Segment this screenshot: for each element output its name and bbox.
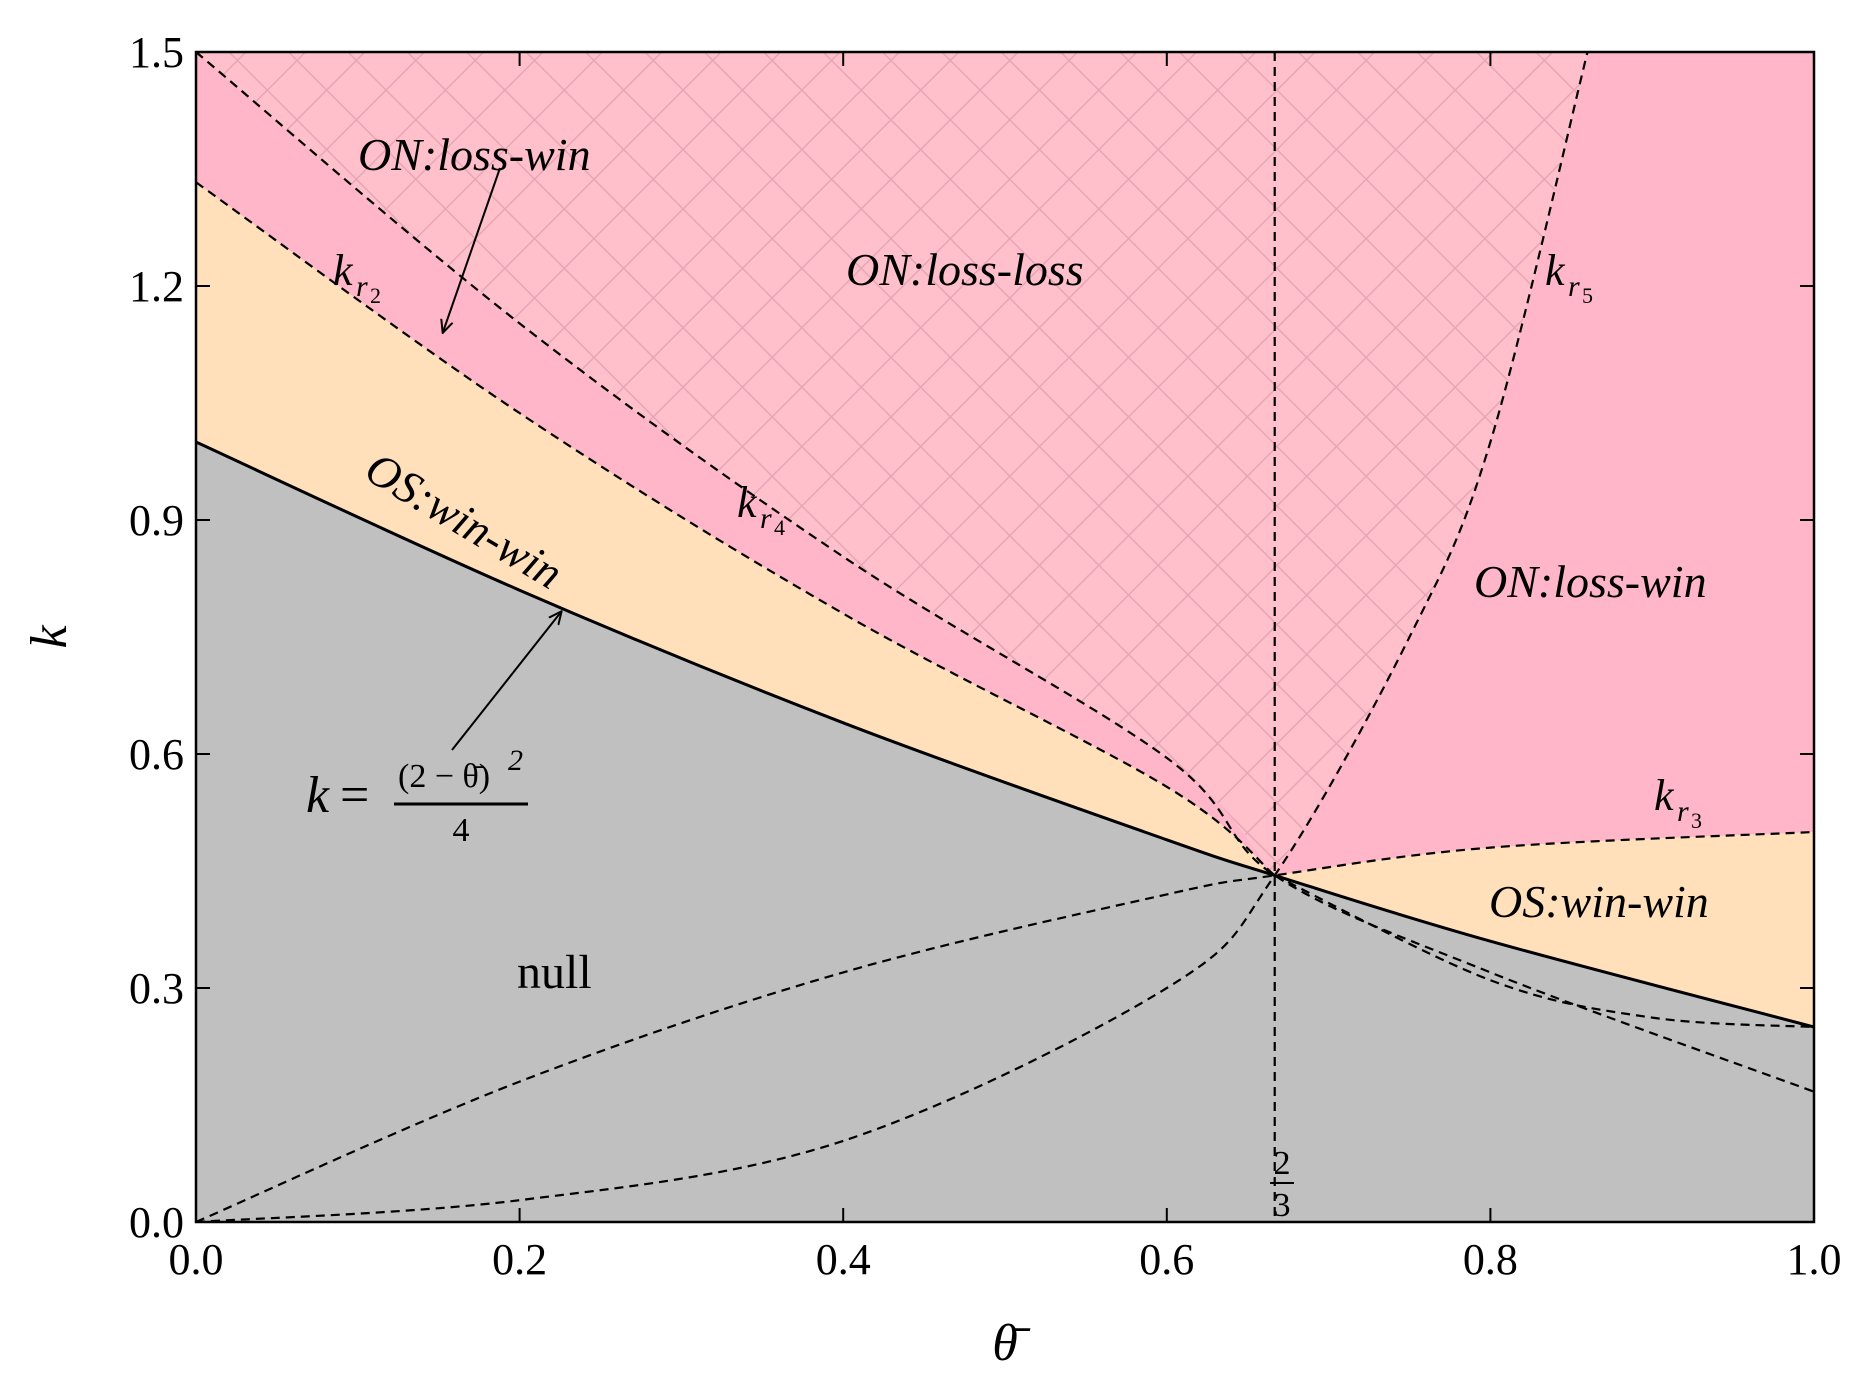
svg-text:r: r (760, 502, 772, 535)
arrow-boundary-formula (451, 612, 561, 751)
curve-k-lower (1274, 874, 1814, 1029)
region-on-loss-win-right (1274, 52, 1814, 876)
svg-text:3: 3 (1691, 808, 1702, 833)
y-axis-title: k (21, 625, 78, 649)
label-k-r5: k r 5 (1545, 246, 1593, 308)
svg-text:5: 5 (1582, 283, 1593, 308)
svg-text:k: k (333, 246, 354, 295)
label-null: null (517, 946, 592, 999)
arrow-on-loss-win (443, 167, 501, 332)
region-os-win-win-right (1274, 832, 1814, 1027)
curves-group (196, 52, 1814, 1222)
svg-text:3: 3 (1274, 1187, 1291, 1224)
x-tick-label: 0.4 (816, 1235, 871, 1284)
boundary-formula: k = (2 − θ̄) 2 4 (306, 744, 528, 849)
svg-text:2: 2 (370, 283, 381, 308)
label-k-r3: k r 3 (1654, 771, 1702, 833)
svg-text:2: 2 (508, 744, 523, 777)
region-null (196, 442, 1814, 1222)
label-on-loss-win-right: ON:loss-win (1474, 556, 1707, 607)
svg-text:r: r (1677, 795, 1689, 828)
label-on-loss-loss: ON:loss-loss (846, 244, 1084, 295)
curve-k-b (196, 440, 1814, 1029)
curve-k-r5 (196, 52, 1589, 1222)
svg-text:4: 4 (453, 812, 470, 849)
svg-text:2: 2 (1274, 1145, 1291, 1182)
y-tick-label: 1.5 (129, 28, 184, 77)
curve-k-r2 (196, 181, 1276, 877)
svg-text:r: r (356, 270, 368, 303)
svg-text:r: r (1568, 270, 1580, 303)
y-tick-label: 0.6 (129, 730, 184, 779)
region-on-loss-loss-hatch (196, 52, 1588, 876)
x-tick-label: 0.8 (1463, 1235, 1518, 1284)
svg-text:k: k (737, 478, 758, 527)
svg-text:k: k (1654, 771, 1675, 820)
label-k-r2: k r 2 (333, 246, 381, 308)
region-os-win-win-left (196, 182, 1275, 876)
x-axis-title: θ̄ (992, 1315, 1031, 1372)
y-tick-label: 1.2 (129, 262, 184, 311)
y-tick-labels: 0.0 0.3 0.6 0.9 1.2 1.5 (129, 28, 184, 1247)
svg-text:=: = (340, 767, 369, 824)
region-on-loss-win-left (196, 52, 1275, 876)
x-tick-label: 0.0 (169, 1235, 224, 1284)
svg-text:k: k (1545, 246, 1566, 295)
label-os-win-win-right: OS:win-win (1489, 876, 1709, 927)
plot-frame (194, 50, 1816, 1224)
svg-text:k: k (306, 767, 330, 824)
y-tick-label: 0.9 (129, 496, 184, 545)
label-on-loss-win-left: ON:loss-win (358, 129, 591, 180)
x-tick-label: 0.6 (1139, 1235, 1194, 1284)
y-tick-label: 0.0 (129, 1198, 184, 1247)
label-k-r4: k r 4 (737, 478, 785, 540)
x-tick-label: 1.0 (1787, 1235, 1842, 1284)
svg-text:(2 − θ̄): (2 − θ̄) (398, 758, 490, 795)
x-tick-labels: 0.0 0.2 0.4 0.6 0.8 1.0 (169, 1235, 1842, 1284)
svg-text:4: 4 (774, 515, 785, 540)
label-two-thirds: 2 3 (1270, 1145, 1294, 1224)
x-tick-label: 0.2 (492, 1235, 547, 1284)
axis-ticks (195, 51, 1815, 1223)
y-tick-label: 0.3 (129, 964, 184, 1013)
